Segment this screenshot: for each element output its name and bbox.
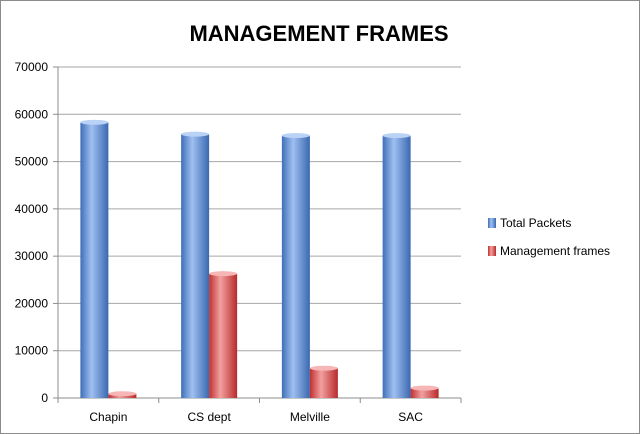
y-tick-label: 60000 [15, 107, 49, 121]
bar-cap [281, 133, 310, 139]
bar-cap [181, 131, 210, 137]
legend-swatch-total-packets [488, 218, 496, 228]
bar-management-frames-melville [309, 368, 338, 398]
legend-label: Total Packets [500, 216, 571, 230]
x-tick-label: CS dept [187, 410, 231, 424]
bars [80, 119, 439, 399]
bar-total-packets-melville [281, 135, 310, 399]
legend-label: Management frames [500, 244, 610, 258]
y-tick-label: 30000 [15, 249, 49, 263]
bar-cap [410, 385, 439, 391]
bar-total-packets-sac [382, 135, 411, 399]
y-tick-label: 50000 [15, 155, 49, 169]
bar-cap [80, 119, 109, 125]
x-tick-label: Melville [290, 410, 330, 424]
bar-cap [108, 391, 137, 397]
x-tick-label: SAC [398, 410, 423, 424]
y-tick-label: 40000 [15, 202, 49, 216]
legend: Total Packets Management frames [488, 216, 610, 258]
tick-labels: 0 10000 20000 30000 40000 50000 60000 70000 Chap… [15, 60, 424, 424]
y-tick-label: 70000 [15, 60, 49, 74]
x-tick-label: Chapin [89, 410, 127, 424]
gridlines [58, 66, 461, 399]
y-tick-label: 10000 [15, 344, 49, 358]
bar-cap [209, 271, 238, 277]
bar-cap [382, 133, 411, 139]
y-tick-label: 0 [41, 391, 48, 405]
legend-swatch-management-frames [488, 246, 496, 256]
bar-total-packets-chapin [80, 122, 109, 399]
chart-title: MANAGEMENT FRAMES [189, 21, 448, 46]
bar-cap [309, 365, 338, 371]
bar-total-packets-cs-dept [181, 134, 210, 398]
y-tick-label: 20000 [15, 296, 49, 310]
bar-management-frames-cs-dept [209, 273, 238, 398]
bar-management-frames-sac [410, 388, 439, 398]
